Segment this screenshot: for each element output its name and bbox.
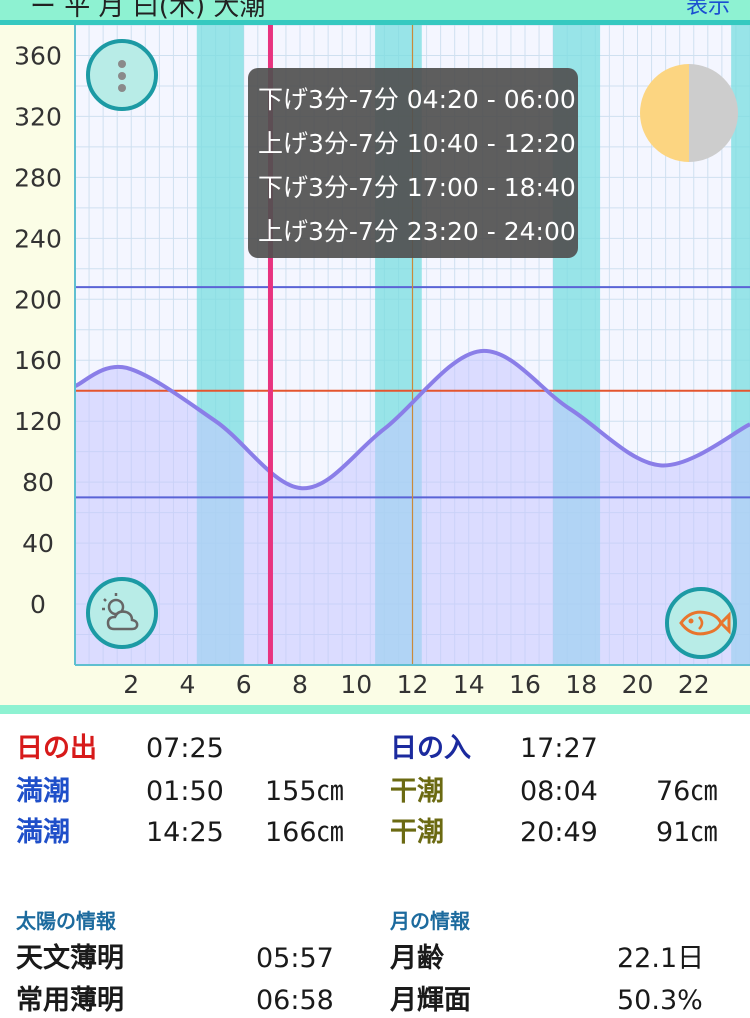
y-tick-label: 360 (14, 41, 62, 70)
x-tick-label: 18 (565, 670, 597, 699)
weather-button[interactable] (86, 577, 158, 649)
more-vertical-icon (118, 60, 126, 92)
low-tide-time: 20:49 (520, 817, 598, 848)
moon-info-heading: 月の情報 (390, 909, 470, 933)
display-link[interactable]: 表示 (685, 0, 730, 19)
high-tide-time: 14:25 (146, 817, 224, 848)
low-tide-label: 干潮 (390, 776, 444, 807)
high-tide-time: 01:50 (146, 776, 224, 807)
tide-curve (74, 349, 750, 491)
tooltip-line: 下げ3分-7分 17:00 - 18:40 (258, 173, 576, 202)
tide-info-panel: 日の出 07:25 日の入 17:27 満潮 01:50 155㎝ 干潮 08:… (0, 714, 750, 1016)
high-tide-label: 満潮 (16, 817, 70, 848)
tide-chart: 360 320 280 240 200 160 120 80 40 0 2 4 6 8 10 12 14 16 18… (0, 25, 750, 705)
sun-info-heading: 太陽の情報 (16, 909, 116, 933)
y-tick-label: 240 (14, 224, 62, 253)
moon-phase-icon (640, 64, 738, 162)
x-tick-label: 6 (236, 670, 252, 699)
low-tide-time: 08:04 (520, 776, 598, 807)
tooltip-line: 上げ3分-7分 10:40 - 12:20 (258, 129, 576, 158)
x-tick-label: 2 (123, 670, 139, 699)
moon-illumination-value: 50.3% (617, 985, 703, 1016)
moon-age-label: 月齢 (390, 943, 444, 974)
x-tick-label: 8 (292, 670, 308, 699)
low-tide-level: 76㎝ (656, 776, 718, 807)
moon-age-value: 22.1日 (617, 943, 705, 974)
y-tick-label: 160 (14, 346, 62, 375)
high-tide-level: 155㎝ (265, 776, 344, 807)
x-tick-label: 20 (622, 670, 654, 699)
sunset-time: 17:27 (520, 733, 598, 764)
fishing-time-tooltip: 下げ3分-7分 04:20 - 06:00 上げ3分-7分 10:40 - 12… (248, 68, 578, 258)
fish-icon (679, 610, 731, 636)
x-tick-label: 14 (453, 670, 485, 699)
civil-twilight-label: 常用薄明 (16, 985, 124, 1016)
sunset-label: 日の入 (390, 733, 471, 764)
sunrise-label: 日の出 (16, 733, 97, 764)
tooltip-line: 上げ3分-7分 23:20 - 24:00 (258, 217, 576, 246)
x-tick-label: 16 (509, 670, 541, 699)
y-tick-label: 280 (14, 163, 62, 192)
top-bar: ー 平 月 曰(木) 大潮 表示 (0, 0, 750, 25)
fish-button[interactable] (665, 587, 737, 659)
x-tick-label: 22 (678, 670, 710, 699)
astronomical-twilight-label: 天文薄明 (16, 943, 124, 974)
x-tick-label: 12 (397, 670, 429, 699)
tooltip-line: 下げ3分-7分 04:20 - 06:00 (258, 85, 576, 114)
y-tick-label: 200 (14, 285, 62, 314)
y-tick-label: 40 (22, 529, 54, 558)
civil-twilight-value: 06:58 (256, 985, 334, 1016)
x-tick-label: 10 (340, 670, 372, 699)
low-tide-label: 干潮 (390, 817, 444, 848)
low-tide-level: 91㎝ (656, 817, 718, 848)
date-title: ー 平 月 曰(木) 大潮 (30, 0, 266, 22)
high-tide-label: 満潮 (16, 776, 70, 807)
moon-illumination-label: 月輝面 (390, 985, 471, 1016)
y-tick-label: 80 (22, 468, 54, 497)
sunrise-time: 07:25 (146, 733, 224, 764)
divider (0, 705, 750, 714)
menu-button[interactable] (86, 39, 158, 111)
weather-icon (102, 593, 139, 631)
y-tick-label: 0 (30, 590, 46, 619)
astronomical-twilight-value: 05:57 (256, 943, 334, 974)
x-tick-label: 4 (180, 670, 196, 699)
y-tick-label: 120 (14, 407, 62, 436)
high-tide-level: 166㎝ (265, 817, 344, 848)
y-tick-label: 320 (14, 102, 62, 131)
